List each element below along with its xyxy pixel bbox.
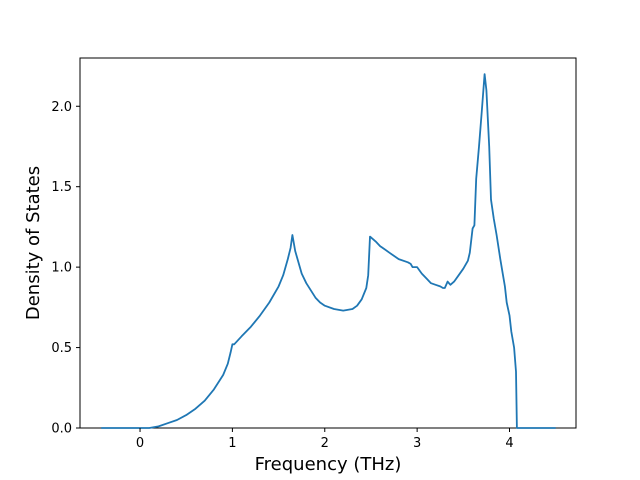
x-tick-label: 1 xyxy=(228,436,236,451)
y-axis-label: Density of States xyxy=(23,166,44,320)
y-tick-label: 0.5 xyxy=(51,341,72,356)
dos-line xyxy=(101,73,556,429)
y-tick-label: 1.5 xyxy=(51,180,72,195)
plot-frame xyxy=(79,57,577,429)
x-tick-label: 4 xyxy=(505,436,513,451)
x-axis: 0 1 2 3 4 xyxy=(136,428,514,451)
x-axis-label: Frequency (THz) xyxy=(255,454,402,475)
x-tick-label: 0 xyxy=(136,436,144,451)
y-tick-label: 1.0 xyxy=(51,261,72,276)
y-tick-label: 2.0 xyxy=(51,100,72,115)
x-tick-label: 2 xyxy=(321,436,329,451)
plot-area xyxy=(79,57,577,429)
y-tick-label: 0.0 xyxy=(51,422,72,437)
x-tick-label: 3 xyxy=(413,436,421,451)
y-axis: 0.0 0.5 1.0 1.5 2.0 xyxy=(51,100,80,437)
